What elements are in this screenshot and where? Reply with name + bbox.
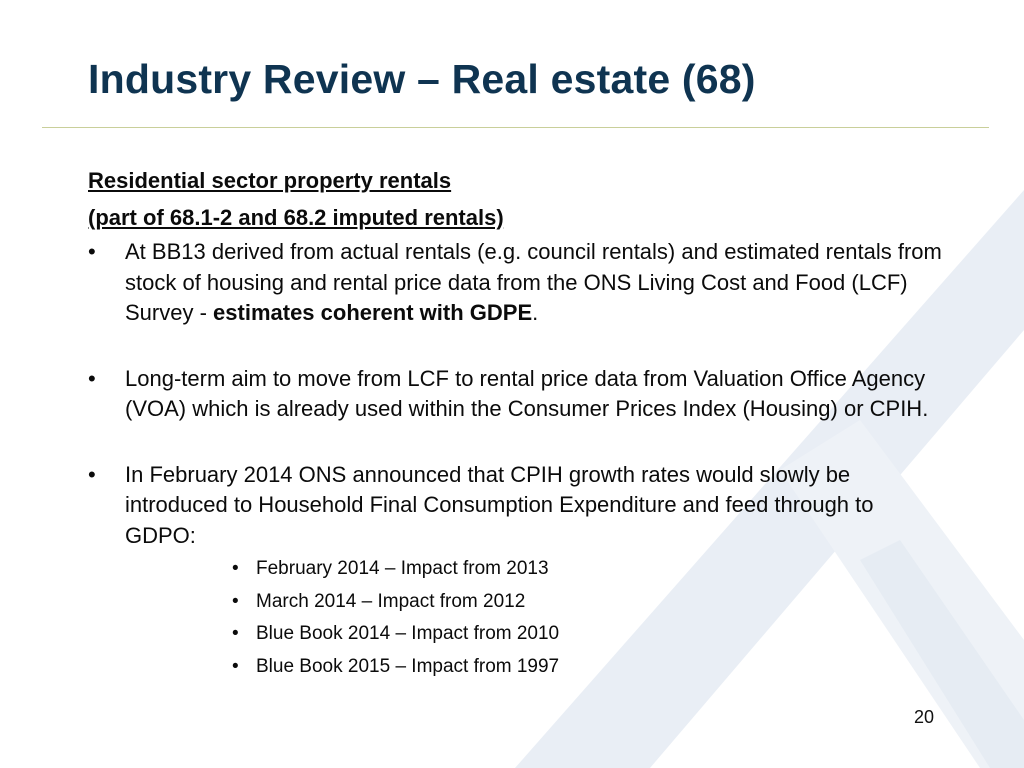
bullet-emphasis: estimates coherent with GDPE <box>213 300 533 325</box>
bullet-text: At BB13 derived from actual rentals (e.g… <box>125 239 942 325</box>
sub-bullet-icon: • <box>232 655 239 677</box>
section-heading-line-2: (part of 68.1-2 and 68.2 imputed rentals… <box>88 204 504 230</box>
bullet-icon: • <box>88 239 96 264</box>
bullet-item-february-2014: • In February 2014 ONS announced that CPI… <box>88 460 948 684</box>
section-heading-line-1: Residential sector property rentals <box>88 168 452 193</box>
title-divider <box>42 127 989 128</box>
bullet-icon: • <box>88 461 96 487</box>
sub-list-item: • Blue Book 2014 – Impact from 2010 <box>232 618 948 651</box>
sub-list-item: • March 2014 – Impact from 2012 <box>232 586 948 619</box>
sub-bullet-list: • February 2014 – Impact from 2013 • March… <box>125 553 948 683</box>
sub-item-text: March 2014 – Impact from 2012 <box>256 590 526 612</box>
page-number: 20 <box>914 707 935 727</box>
bullet-text: Long-term aim to move from LCF to rental… <box>125 365 929 422</box>
bullet-item-long-term-aim: • Long-term aim to move from LCF to renta… <box>88 364 948 425</box>
bullet-list: • At BB13 derived from actual rentals (e.… <box>88 237 948 683</box>
bullet-icon: • <box>88 365 96 391</box>
sub-item-text: Blue Book 2014 – Impact from 2010 <box>256 623 560 644</box>
sub-list-item: • February 2014 – Impact from 2013 <box>232 553 948 586</box>
sub-list-item: • Blue Book 2015 – Impact from 1997 <box>232 651 948 684</box>
bullet-text: In February 2014 ONS announced that CPIH… <box>125 461 874 548</box>
sub-bullet-icon: • <box>232 558 239 579</box>
sub-bullet-icon: • <box>232 590 239 612</box>
slide-title: Industry Review – Real estate (68) <box>88 56 756 102</box>
sub-item-text: February 2014 – Impact from 2013 <box>256 558 549 579</box>
sub-bullet-icon: • <box>232 623 239 644</box>
bullet-item-bb13: • At BB13 derived from actual rentals (e.… <box>88 237 948 329</box>
slide-body: Residential sector property rentals (par… <box>88 166 948 683</box>
sub-item-text: Blue Book 2015 – Impact from 1997 <box>256 655 560 677</box>
bullet-text-end: . <box>532 300 539 325</box>
